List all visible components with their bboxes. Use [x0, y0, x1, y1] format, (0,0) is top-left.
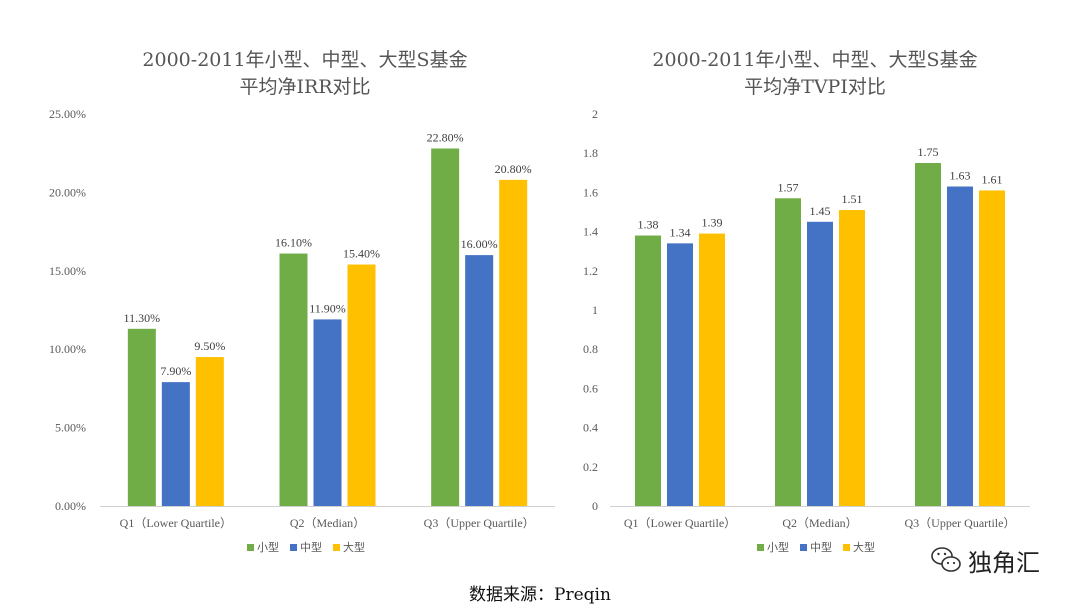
bar: [775, 198, 801, 506]
bar: [635, 235, 661, 506]
y-tick-label: 0.6: [583, 381, 598, 395]
watermark-text: 独角汇: [968, 548, 1040, 577]
bar: [807, 221, 833, 507]
legend-swatch: [290, 544, 297, 551]
y-tick-label: 1: [592, 303, 598, 317]
data-label: 7.90%: [160, 364, 191, 378]
data-label: 11.90%: [309, 301, 346, 315]
data-label: 1.51: [842, 192, 863, 206]
x-category-label: Q2（Median）: [782, 516, 857, 530]
watermark: 独角汇: [930, 543, 1040, 577]
bar: [667, 243, 693, 507]
data-label: 1.39: [702, 216, 723, 230]
legend-swatch: [247, 544, 254, 551]
x-category-label: Q3（Upper Quartile）: [424, 516, 535, 530]
bar: [699, 233, 725, 506]
legend-label: 中型: [300, 540, 322, 554]
data-label: 1.63: [950, 169, 971, 183]
x-category-label: Q1（Lower Quartile）: [624, 516, 736, 530]
y-tick-label: 25.00%: [49, 107, 86, 121]
bar: [431, 148, 460, 506]
y-tick-label: 0: [592, 499, 598, 513]
data-label: 1.34: [670, 225, 691, 239]
x-category-label: Q2（Median）: [290, 516, 365, 530]
legend-label: 大型: [343, 540, 365, 554]
bar: [127, 328, 156, 506]
bar: [839, 210, 865, 507]
source-note: 数据来源：Preqin: [469, 585, 611, 605]
data-label: 15.40%: [343, 247, 380, 261]
bar: [465, 255, 494, 506]
y-tick-label: 15.00%: [49, 264, 86, 278]
wechat-icon: [931, 547, 961, 572]
y-tick-label: 0.8: [583, 342, 598, 356]
data-label: 1.38: [638, 218, 659, 232]
legend-swatch: [757, 544, 764, 551]
bar: [195, 357, 224, 506]
y-tick-label: 0.2: [583, 460, 598, 474]
data-label: 9.50%: [194, 339, 225, 353]
y-tick-label: 20.00%: [49, 185, 86, 199]
data-label: 1.57: [778, 180, 799, 194]
y-tick-label: 5.00%: [55, 421, 86, 435]
bar: [313, 319, 342, 506]
legend-swatch: [333, 544, 340, 551]
data-label: 1.75: [918, 145, 939, 159]
bar: [947, 186, 973, 506]
legend-swatch: [843, 544, 850, 551]
y-tick-label: 1.4: [583, 225, 598, 239]
data-label: 16.10%: [275, 236, 312, 250]
bar: [161, 382, 190, 506]
bar: [979, 190, 1005, 506]
chart-title-line: 平均净IRR对比: [239, 76, 370, 98]
y-tick-label: 0.4: [583, 421, 598, 435]
data-label: 11.30%: [124, 311, 161, 325]
bar: [915, 163, 941, 506]
data-label: 20.80%: [495, 162, 532, 176]
y-tick-label: 1.2: [583, 264, 598, 278]
data-label: 1.45: [810, 204, 831, 218]
x-category-label: Q3（Upper Quartile）: [905, 516, 1016, 530]
chart-title-line: 平均净TVPI对比: [744, 76, 886, 98]
x-category-label: Q1（Lower Quartile）: [120, 516, 232, 530]
bar: [499, 179, 528, 506]
data-label: 22.80%: [427, 130, 464, 144]
legend-label: 大型: [853, 540, 875, 554]
y-tick-label: 0.00%: [55, 499, 86, 513]
y-tick-label: 1.8: [583, 146, 598, 160]
chart-title-line: 2000-2011年小型、中型、大型S基金: [142, 49, 467, 71]
legend-label: 小型: [257, 540, 279, 554]
legend-swatch: [800, 544, 807, 551]
y-tick-label: 2: [592, 107, 598, 121]
y-tick-label: 10.00%: [49, 342, 86, 356]
data-label: 1.61: [982, 172, 1003, 186]
y-tick-label: 1.6: [583, 185, 598, 199]
legend-label: 中型: [810, 540, 832, 554]
data-label: 16.00%: [461, 237, 498, 251]
bar: [347, 264, 376, 506]
chart-title-line: 2000-2011年小型、中型、大型S基金: [652, 49, 977, 71]
bar: [279, 253, 308, 506]
legend-label: 小型: [767, 540, 789, 554]
